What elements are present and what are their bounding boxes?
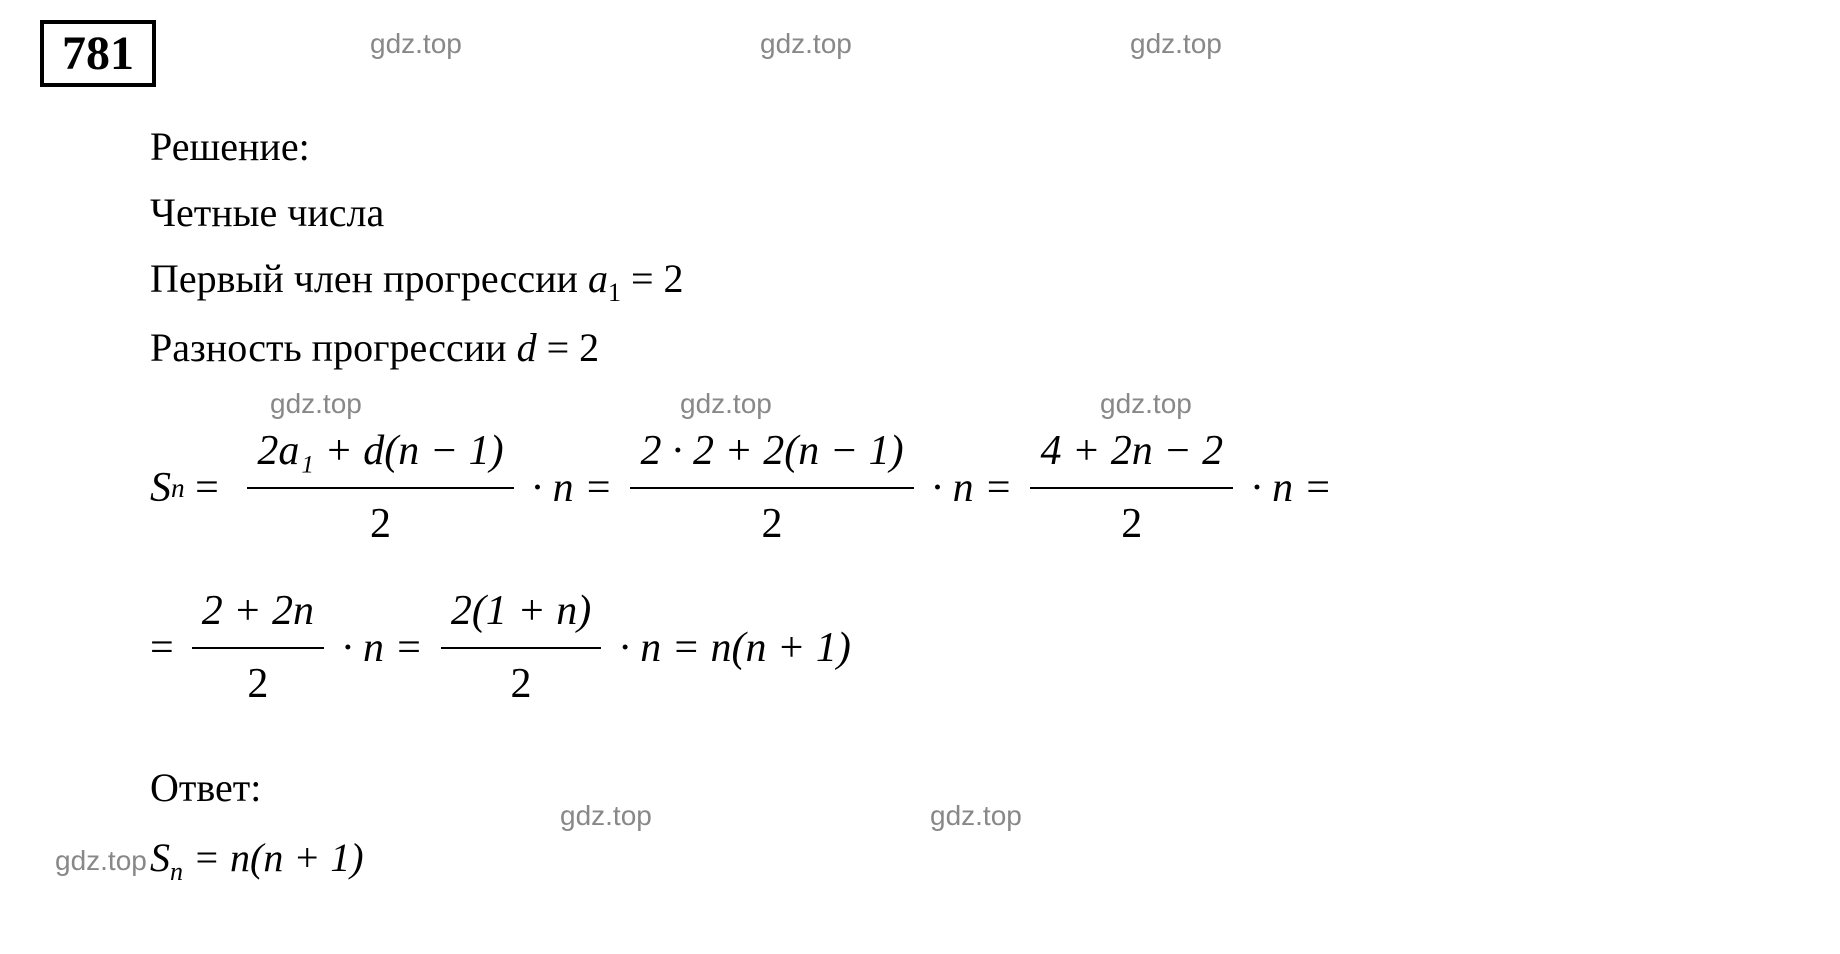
- watermark-3: gdz.top: [1130, 28, 1222, 60]
- watermark-2: gdz.top: [760, 28, 852, 60]
- watermark-1: gdz.top: [370, 28, 462, 60]
- equation-row-2: = 2 + 2n 2 · n = 2(1 + n) 2 · n = n(n + …: [150, 578, 1800, 718]
- equation-row-1: Sn = 2a₁ + d(n − 1) 2 · n = 2 · 2 + 2(n …: [150, 418, 1800, 558]
- fraction-4: 2 + 2n 2: [192, 578, 324, 718]
- frac2-den: 2: [752, 489, 793, 558]
- eq-lhs-sub: n: [171, 468, 185, 509]
- fraction-2: 2 · 2 + 2(n − 1) 2: [630, 418, 913, 558]
- line3-prefix: Разность прогрессии: [150, 325, 517, 370]
- fraction-5: 2(1 + n) 2: [441, 578, 601, 718]
- line2-eq: = 2: [621, 256, 684, 301]
- answer-expr: = n(n + 1): [183, 835, 364, 880]
- line2-sub: 1: [608, 278, 621, 307]
- frac4-den: 2: [237, 649, 278, 718]
- line2-var: a: [588, 256, 608, 301]
- eq-final: · n = n(n + 1): [619, 617, 851, 680]
- mult-n-4: · n =: [342, 617, 423, 680]
- line2-prefix: Первый член прогрессии: [150, 256, 588, 301]
- eq-lhs: Sn =: [150, 457, 229, 520]
- frac4-num: 2 + 2n: [192, 578, 324, 649]
- watermark-9: gdz.top: [55, 845, 147, 877]
- frac5-num: 2(1 + n): [441, 578, 601, 649]
- line3-var: d: [517, 325, 537, 370]
- fraction-1: 2a₁ + d(n − 1) 2: [247, 418, 513, 558]
- frac5-den: 2: [501, 649, 542, 718]
- mult-n-1: · n =: [532, 457, 613, 520]
- answer-expression: Sn = n(n + 1): [150, 828, 1800, 891]
- line3-eq: = 2: [537, 325, 600, 370]
- watermark-4: gdz.top: [270, 388, 362, 420]
- text-even-numbers: Четные числа: [150, 183, 1800, 243]
- mult-n-3: · n =: [1251, 457, 1332, 520]
- watermark-6: gdz.top: [1100, 388, 1192, 420]
- mult-n-2: · n =: [932, 457, 1013, 520]
- fraction-3: 4 + 2n − 2 2: [1030, 418, 1233, 558]
- problem-number: 781: [40, 20, 156, 87]
- frac3-num: 4 + 2n − 2: [1030, 418, 1233, 489]
- frac1-num: 2a₁ + d(n − 1): [247, 418, 513, 489]
- solution-label: Решение:: [150, 117, 1800, 177]
- frac2-num: 2 · 2 + 2(n − 1): [630, 418, 913, 489]
- equation-block: Sn = 2a₁ + d(n − 1) 2 · n = 2 · 2 + 2(n …: [150, 418, 1800, 718]
- frac3-den: 2: [1111, 489, 1152, 558]
- watermark-8: gdz.top: [930, 800, 1022, 832]
- text-difference: Разность прогрессии d = 2: [150, 318, 1800, 378]
- row2-prefix: =: [150, 617, 174, 680]
- watermark-7: gdz.top: [560, 800, 652, 832]
- answer-var: S: [150, 835, 170, 880]
- answer-sub: n: [170, 857, 183, 886]
- solution-content: Решение: Четные числа Первый член прогре…: [150, 117, 1800, 891]
- watermark-5: gdz.top: [680, 388, 772, 420]
- text-first-term: Первый член прогрессии a1 = 2: [150, 249, 1800, 312]
- eq-lhs-var: S: [150, 457, 171, 520]
- frac1-den: 2: [360, 489, 401, 558]
